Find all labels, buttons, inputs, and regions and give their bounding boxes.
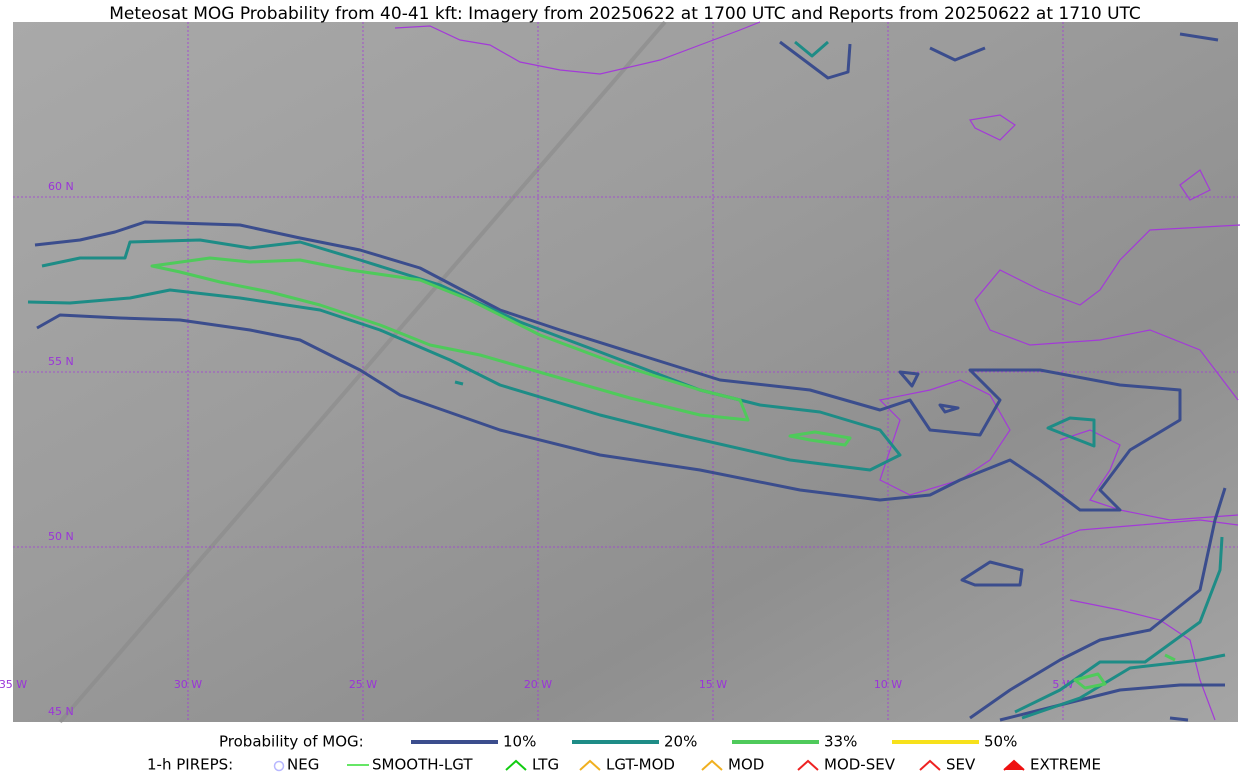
legend-label: 10%: [503, 733, 536, 751]
pirep-label: MOD-SEV: [824, 756, 896, 774]
lon-label: 35 W: [0, 678, 27, 691]
legend-label: 33%: [824, 733, 857, 751]
pirep-symbol: [701, 759, 723, 771]
contour: [1073, 672, 1107, 690]
contour: [898, 370, 920, 388]
legend-label: 50%: [984, 733, 1017, 751]
lon-label: 5 W: [1052, 678, 1073, 691]
pirep-symbol: [273, 760, 285, 772]
legend-title: Probability of MOG:: [219, 733, 364, 751]
lon-label: 10 W: [874, 678, 902, 691]
contour: [34, 220, 1182, 512]
pirep-label: EXTREME: [1030, 756, 1101, 774]
contour: [788, 430, 852, 447]
contour: [150, 256, 750, 422]
lat-label: 50 N: [48, 530, 74, 543]
pireps-title: 1-h PIREPS:: [147, 756, 233, 774]
contour: [1046, 416, 1096, 448]
lon-label: 20 W: [524, 678, 552, 691]
pirep-symbol: [797, 759, 819, 771]
contour: [960, 560, 1024, 587]
lat-label: 55 N: [48, 355, 74, 368]
contour: [779, 40, 852, 80]
contour: [454, 380, 464, 386]
contour: [969, 487, 1227, 720]
contour: [929, 46, 986, 62]
contour: [938, 403, 960, 414]
pirep-label: LGT-MOD: [606, 756, 675, 774]
coastlines: [394, 21, 1241, 721]
pirep-symbol: [505, 759, 527, 771]
contour: [1169, 716, 1189, 722]
pirep-label: MOD: [728, 756, 764, 774]
pirep-symbol: [579, 759, 601, 771]
contour: [1021, 653, 1226, 720]
contour: [27, 238, 902, 472]
pirep-symbol: [919, 759, 941, 771]
contour: [999, 683, 1225, 722]
lat-label: 45 N: [48, 705, 74, 718]
lon-label: 25 W: [349, 678, 377, 691]
contour: [1179, 32, 1219, 42]
legend-label: 20%: [664, 733, 697, 751]
pirep-label: SMOOTH-LGT: [372, 756, 473, 774]
lon-label: 15 W: [699, 678, 727, 691]
lon-label: 30 W: [174, 678, 202, 691]
contour: [1164, 653, 1176, 662]
contour: [794, 40, 829, 58]
pirep-label: LTG: [532, 756, 559, 774]
contours: [27, 32, 1227, 722]
pirep-label: SEV: [946, 756, 976, 774]
pirep-label: NEG: [287, 756, 319, 774]
lat-label: 60 N: [48, 180, 74, 193]
contour: [1014, 536, 1224, 714]
title: Meteosat MOG Probability from 40-41 kft:…: [109, 4, 1141, 24]
pirep-symbol: [1003, 759, 1025, 771]
